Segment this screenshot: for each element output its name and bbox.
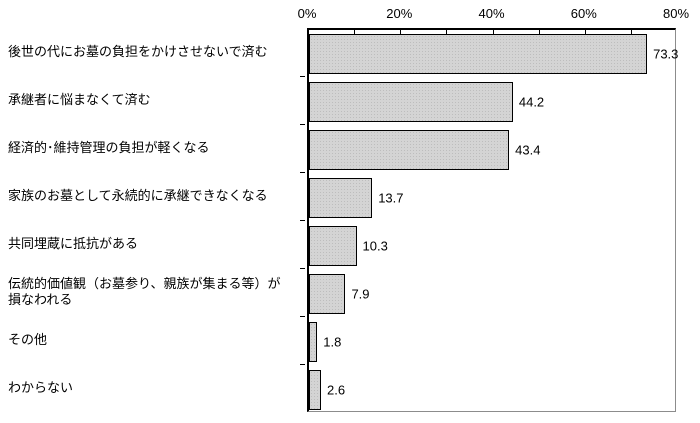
category-axis-tick — [300, 124, 305, 125]
axis-minor-tick — [492, 30, 494, 35]
axis-tick-label: 80% — [662, 6, 690, 21]
bar-value-label: 2.6 — [326, 382, 346, 398]
bar-value-label: 10.3 — [362, 238, 388, 254]
category-label: 後世の代にお墓の負担をかけさせないで済む — [8, 44, 268, 59]
bar — [309, 274, 346, 314]
axis-minor-tick — [630, 30, 632, 35]
category-axis-tick — [300, 364, 305, 365]
category-label: 伝統的価値観（お墓参り、親族が集まる等）が 損なわれる — [8, 276, 281, 307]
axis-tick-label: 40% — [478, 6, 505, 21]
bar — [309, 370, 321, 410]
bar-value-label: 7.9 — [351, 286, 370, 302]
axis-minor-tick — [538, 30, 540, 35]
axis-minor-tick — [584, 30, 586, 35]
bar-value-label: 13.7 — [378, 190, 404, 206]
category-axis-tick — [300, 268, 305, 269]
bar — [309, 130, 510, 170]
category-axis-tick — [300, 220, 305, 221]
category-label: 共同埋蔵に抵抗がある — [8, 236, 139, 251]
category-axis-tick — [300, 76, 305, 77]
bar-value-label: 73.3 — [653, 46, 679, 62]
bar — [309, 178, 373, 218]
category-label: その他 — [8, 332, 48, 347]
bar — [309, 322, 318, 362]
bar-value-label: 44.2 — [518, 94, 545, 110]
axis-tick-label: 20% — [386, 6, 413, 21]
axis-minor-tick — [354, 30, 356, 35]
category-label: 経済的･維持管理の負担が軽くなる — [8, 140, 210, 155]
bar — [309, 34, 648, 74]
bar-value-label: 43.4 — [515, 142, 541, 158]
axis-minor-tick — [446, 30, 448, 35]
axis-minor-tick — [400, 30, 402, 35]
axis-tick-label: 60% — [570, 6, 597, 21]
axis-tick-label: 0% — [297, 6, 317, 21]
category-label: 家族のお墓として永続的に承継できなくなる — [8, 188, 268, 203]
category-label: 承継者に悩まなくて済む — [8, 92, 151, 107]
category-axis-tick — [300, 172, 305, 173]
plot-area: 73.3 44.2 43.4 13.7 10.3 7.9 1.8 2.6 — [307, 28, 679, 412]
category-label: わからない — [8, 380, 74, 395]
bar — [309, 226, 357, 266]
bar-value-label: 1.8 — [323, 334, 342, 350]
category-axis-tick — [300, 316, 305, 317]
bar — [309, 82, 513, 122]
